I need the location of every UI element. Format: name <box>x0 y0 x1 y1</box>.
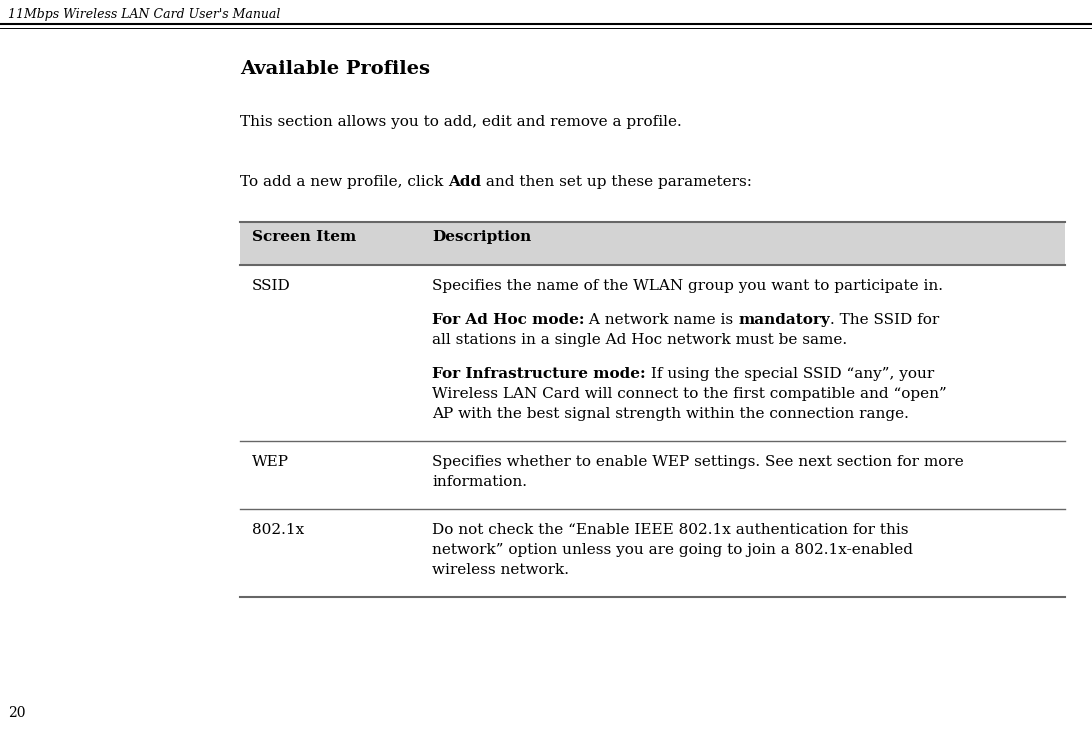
Text: mandatory: mandatory <box>738 313 830 327</box>
Text: Available Profiles: Available Profiles <box>240 60 430 78</box>
Text: Specifies whether to enable WEP settings. See next section for more: Specifies whether to enable WEP settings… <box>432 455 964 469</box>
Text: WEP: WEP <box>252 455 289 469</box>
Text: 802.1x: 802.1x <box>252 523 305 537</box>
Text: information.: information. <box>432 475 527 489</box>
Text: 11Mbps Wireless LAN Card User's Manual: 11Mbps Wireless LAN Card User's Manual <box>8 8 281 21</box>
Text: For Ad Hoc mode:: For Ad Hoc mode: <box>432 313 584 327</box>
Text: . The SSID for: . The SSID for <box>830 313 939 327</box>
Text: and then set up these parameters:: and then set up these parameters: <box>482 175 752 189</box>
Text: 20: 20 <box>8 706 25 720</box>
Text: Specifies the name of the WLAN group you want to participate in.: Specifies the name of the WLAN group you… <box>432 279 943 293</box>
Text: If using the special SSID “any”, your: If using the special SSID “any”, your <box>645 367 934 381</box>
Text: AP with the best signal strength within the connection range.: AP with the best signal strength within … <box>432 407 909 421</box>
Text: Wireless LAN Card will connect to the first compatible and “open”: Wireless LAN Card will connect to the fi… <box>432 387 947 401</box>
Text: Description: Description <box>432 230 531 244</box>
Text: To add a new profile, click: To add a new profile, click <box>240 175 448 189</box>
Text: Do not check the “Enable IEEE 802.1x authentication for this: Do not check the “Enable IEEE 802.1x aut… <box>432 523 909 537</box>
Text: SSID: SSID <box>252 279 290 293</box>
Text: all stations in a single Ad Hoc network must be same.: all stations in a single Ad Hoc network … <box>432 333 847 347</box>
Text: wireless network.: wireless network. <box>432 563 569 577</box>
Text: A network name is: A network name is <box>584 313 738 327</box>
Text: Screen Item: Screen Item <box>252 230 356 244</box>
Text: For Infrastructure mode:: For Infrastructure mode: <box>432 367 645 381</box>
Text: network” option unless you are going to join a 802.1x-enabled: network” option unless you are going to … <box>432 543 913 557</box>
Text: This section allows you to add, edit and remove a profile.: This section allows you to add, edit and… <box>240 115 681 129</box>
Text: Add: Add <box>448 175 482 189</box>
